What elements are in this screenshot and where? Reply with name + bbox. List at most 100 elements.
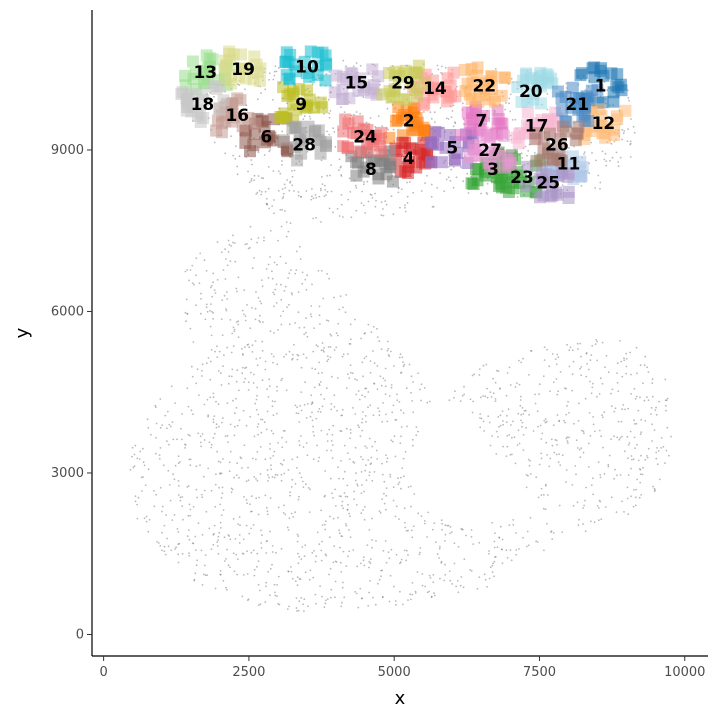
background-point <box>210 446 213 449</box>
background-point <box>185 298 188 301</box>
background-point <box>517 412 520 415</box>
background-point <box>391 411 394 414</box>
background-point <box>355 111 358 113</box>
background-point <box>289 222 292 225</box>
background-point <box>330 375 333 378</box>
background-point <box>157 542 160 544</box>
background-point <box>452 125 455 128</box>
background-point <box>155 493 158 496</box>
background-point <box>559 464 562 466</box>
background-point <box>348 512 350 515</box>
background-point <box>633 387 636 390</box>
background-point <box>257 423 260 425</box>
background-point <box>307 605 309 608</box>
background-point <box>376 582 379 585</box>
background-point <box>273 476 276 479</box>
background-point <box>626 486 629 489</box>
background-point <box>172 473 175 476</box>
background-point <box>242 313 245 316</box>
background-point <box>247 479 250 482</box>
background-point <box>589 380 591 383</box>
region-patch-1 <box>612 81 625 94</box>
background-point <box>134 444 137 447</box>
background-point <box>260 92 262 95</box>
background-point <box>501 538 504 541</box>
background-point <box>380 384 383 387</box>
region-patch-25 <box>562 192 575 204</box>
background-point <box>546 348 548 351</box>
background-point <box>575 473 577 476</box>
background-point <box>381 462 383 465</box>
background-point <box>342 550 345 553</box>
background-point <box>265 585 267 588</box>
background-point <box>454 390 456 393</box>
background-point <box>487 415 490 418</box>
background-point <box>326 130 328 133</box>
background-point <box>540 457 543 460</box>
background-point <box>271 405 274 408</box>
background-point <box>266 513 269 516</box>
background-point <box>420 515 423 517</box>
background-point <box>269 497 272 500</box>
background-point <box>351 372 354 375</box>
background-point <box>373 382 376 385</box>
background-point <box>530 349 532 352</box>
region-patch-24 <box>337 140 350 153</box>
background-point <box>297 609 300 612</box>
background-point <box>345 524 348 527</box>
region-patch-24 <box>353 145 366 158</box>
background-point <box>229 538 232 541</box>
background-point <box>511 453 513 456</box>
background-point <box>207 415 210 418</box>
background-point <box>227 564 230 567</box>
background-point <box>318 456 320 459</box>
background-point <box>408 363 411 366</box>
background-point <box>276 363 279 366</box>
background-point <box>253 257 256 259</box>
background-point <box>480 417 483 420</box>
background-point <box>373 471 376 473</box>
y-axis-title: y <box>12 327 33 338</box>
background-point <box>578 518 580 521</box>
background-point <box>345 387 348 389</box>
region-patch-6 <box>247 139 260 152</box>
background-point <box>201 375 203 377</box>
background-point <box>326 598 329 600</box>
background-point <box>236 462 239 465</box>
background-point <box>289 494 291 497</box>
background-point <box>177 455 180 458</box>
background-point <box>573 422 575 425</box>
background-point <box>185 320 188 323</box>
background-point <box>362 556 365 558</box>
background-point <box>529 460 531 462</box>
background-point <box>338 308 341 311</box>
background-point <box>236 573 239 576</box>
background-point <box>275 551 277 554</box>
background-point <box>484 395 487 398</box>
background-point <box>219 372 222 375</box>
background-point <box>209 396 212 399</box>
background-point <box>272 355 275 358</box>
background-point <box>283 472 286 475</box>
background-point <box>355 393 358 396</box>
background-point <box>230 351 233 354</box>
background-point <box>370 194 373 197</box>
background-point <box>346 484 349 487</box>
region-label-17: 17 <box>525 117 549 137</box>
axes <box>91 10 708 657</box>
background-point <box>392 440 394 443</box>
background-point <box>492 377 494 380</box>
background-point <box>613 477 615 480</box>
background-point <box>403 88 406 90</box>
background-point <box>299 258 302 260</box>
background-point <box>319 323 321 325</box>
background-point <box>288 517 291 520</box>
background-point <box>208 441 211 444</box>
background-point <box>603 411 606 414</box>
background-point <box>516 382 518 384</box>
background-point <box>381 569 384 572</box>
background-point <box>497 370 500 373</box>
background-point <box>305 442 308 444</box>
background-point <box>635 422 638 425</box>
background-point <box>266 540 269 542</box>
